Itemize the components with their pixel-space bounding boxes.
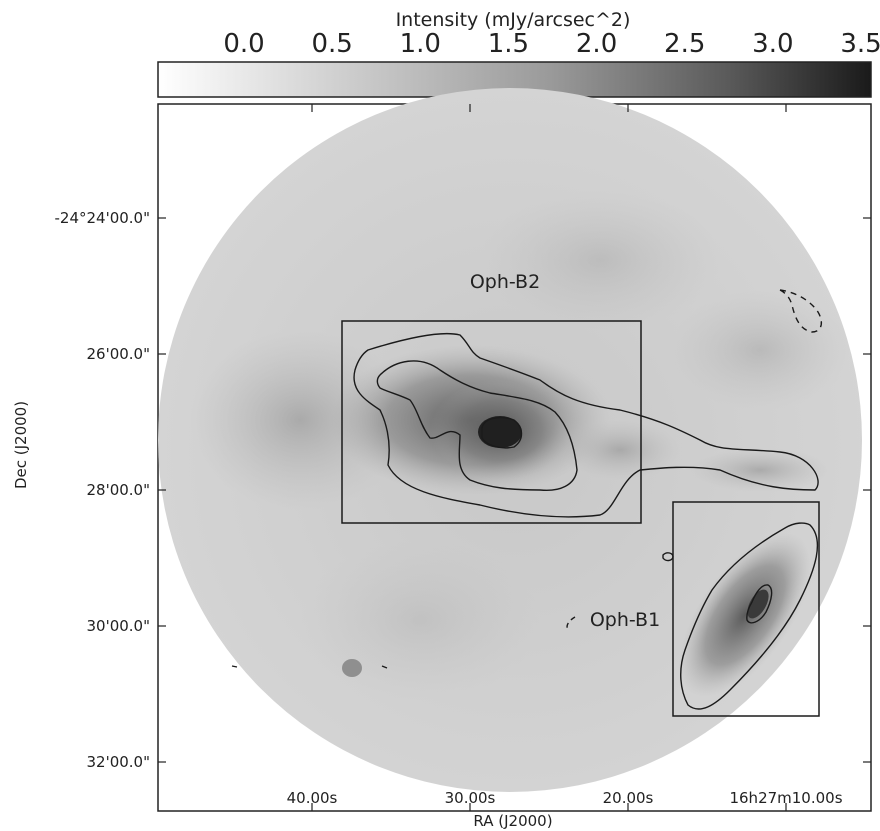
- y-tick-label: 28'00.0": [86, 481, 150, 499]
- colorbar-tick-label: 2.0: [576, 29, 617, 59]
- x-tick-labels: 40.00s 30.00s 20.00s 16h27m10.00s: [287, 789, 843, 807]
- x-tick-label: 30.00s: [445, 789, 496, 807]
- intensity-image: Oph-B2 Oph-B1: [157, 88, 872, 812]
- contour-b1-inner: [746, 584, 773, 624]
- x-tick-label: 20.00s: [603, 789, 654, 807]
- colorbar-tick-label: 3.0: [752, 29, 793, 59]
- y-tick-label: 32'00.0": [86, 753, 150, 771]
- contour-b1-outer: [680, 522, 818, 710]
- colorbar: Intensity (mJy/arcsec^2) 0.0 0.5 1.0 1.5 2.0…: [157, 9, 880, 98]
- colorbar-tick-labels: 0.0 0.5 1.0 1.5 2.0 2.5 3.0 3.5: [223, 29, 880, 59]
- contours: [231, 289, 823, 710]
- y-tick-label: 30'00.0": [86, 617, 150, 635]
- contour-small-2: [566, 616, 576, 631]
- x-axis-label: RA (J2000): [473, 812, 552, 830]
- emission-map: [158, 88, 862, 792]
- contour-small-4: [381, 665, 388, 669]
- y-tick-label: 26'00.0": [86, 345, 150, 363]
- region-box-oph-b2: [341, 320, 642, 524]
- contour-b2-inner: [376, 360, 578, 492]
- label-oph-b2: Oph-B2: [470, 271, 540, 293]
- colorbar-tick-label: 2.5: [664, 29, 705, 59]
- contour-b2-peak: [481, 416, 523, 449]
- colorbar-tick-label: 3.5: [840, 29, 880, 59]
- y-tick-label: -24°24'00.0": [54, 209, 150, 227]
- colorbar-label: Intensity (mJy/arcsec^2): [396, 9, 631, 31]
- contour-b2-outer: [353, 332, 819, 518]
- colorbar-tick-label: 0.5: [311, 29, 352, 59]
- y-tick-labels: -24°24'00.0" 26'00.0" 28'00.0" 30'00.0" 32'0…: [54, 209, 150, 771]
- colorbar-tick-label: 1.5: [488, 29, 529, 59]
- contour-dashed-ne: [779, 289, 823, 333]
- x-tick-label: 16h27m10.00s: [729, 789, 842, 807]
- colorbar-tick-label: 1.0: [400, 29, 441, 59]
- y-tick-marks: [158, 217, 871, 763]
- y-axis-label: Dec (J2000): [12, 401, 30, 489]
- x-tick-marks: [311, 104, 787, 811]
- label-oph-b1: Oph-B1: [590, 609, 660, 631]
- region-box-oph-b1: [672, 501, 820, 717]
- x-tick-label: 40.00s: [287, 789, 338, 807]
- contour-small-3: [231, 665, 238, 668]
- colorbar-tick-label: 0.0: [223, 29, 264, 59]
